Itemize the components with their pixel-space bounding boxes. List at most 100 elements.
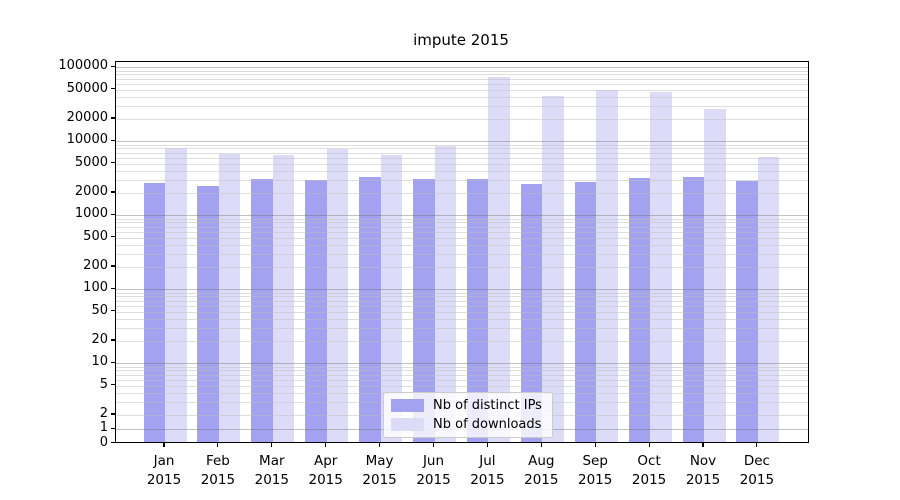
bar-downloads-mar	[272, 154, 295, 442]
x-tick-label: Feb 2015	[183, 452, 253, 489]
bar-ips-dec	[736, 180, 758, 442]
x-tick-label-month: Mar	[259, 453, 285, 469]
x-tick-mark	[217, 442, 219, 447]
y-tick-label: 0	[99, 434, 108, 450]
bar-ips-jan	[143, 183, 165, 442]
x-tick-label-month: Jul	[479, 453, 496, 469]
legend-row-downloads: Nb of downloads	[391, 417, 542, 432]
x-tick-label-month: Dec	[743, 453, 770, 469]
x-tick-label-year: 2015	[308, 471, 343, 488]
x-tick-label: Dec 2015	[722, 452, 792, 489]
x-tick-label-month: Aug	[528, 453, 555, 469]
y-tick-mark	[110, 191, 115, 193]
y-tick-label: 2	[99, 406, 108, 421]
bar-ips-nov	[682, 176, 704, 442]
bar-ips-jul	[466, 179, 489, 442]
y-tick-mark	[110, 413, 115, 415]
y-tick-mark	[110, 213, 115, 215]
y-tick-mark	[110, 427, 115, 429]
bar-ips-oct	[628, 177, 651, 442]
x-tick-mark	[702, 442, 704, 447]
y-tick-label: 100000	[58, 58, 108, 74]
x-tick-mark	[271, 442, 273, 447]
bar-ips-jun	[413, 178, 435, 442]
x-tick-label-month: Nov	[689, 453, 717, 469]
x-tick-label: Nov 2015	[668, 452, 738, 489]
bar-downloads-sep	[596, 90, 618, 442]
x-tick-label: Aug 2015	[506, 452, 576, 489]
x-tick-label-year: 2015	[362, 471, 397, 488]
x-tick-label-year: 2015	[631, 471, 667, 488]
x-tick-label-month: Oct	[637, 453, 661, 469]
y-tick-mark	[110, 117, 115, 119]
x-tick-label-month: Jun	[422, 453, 445, 469]
x-tick-label-year: 2015	[524, 471, 559, 488]
bar-ips-feb	[197, 185, 219, 442]
bar-ips-may	[359, 177, 381, 442]
y-tick-mark	[110, 139, 115, 141]
y-tick-label: 1	[99, 420, 108, 436]
y-tick-label: 10000	[66, 132, 108, 148]
y-tick-label: 500	[83, 228, 108, 244]
legend: Nb of distinct IPs Nb of downloads	[383, 392, 553, 438]
x-tick-label: Jul 2015	[452, 452, 522, 489]
y-tick-mark	[110, 361, 115, 363]
x-tick-mark	[325, 442, 327, 447]
x-tick-label-year: 2015	[254, 471, 289, 488]
bar-downloads-apr	[326, 149, 349, 442]
y-tick-mark	[110, 265, 115, 267]
y-tick-mark	[110, 339, 115, 341]
bar-downloads-jan	[165, 148, 187, 442]
x-tick-label: Mar 2015	[237, 452, 307, 489]
x-tick-mark	[379, 442, 381, 447]
y-tick-label: 5	[99, 376, 108, 392]
x-tick-label-year: 2015	[146, 471, 182, 488]
y-tick-mark	[110, 309, 115, 312]
x-tick-label: Oct 2015	[614, 452, 684, 489]
y-tick-label: 1000	[74, 206, 108, 222]
bar-downloads-jul	[488, 76, 510, 442]
x-tick-label: Jan 2015	[129, 452, 199, 489]
x-tick-label-year: 2015	[578, 471, 613, 488]
y-tick-label: 50000	[66, 80, 108, 96]
bar-ips-mar	[251, 179, 273, 442]
legend-swatch-downloads	[391, 418, 424, 431]
bar-ips-aug	[520, 184, 543, 442]
y-tick-mark	[110, 441, 115, 444]
x-tick-mark	[486, 442, 488, 447]
x-tick-label-month: Jan	[153, 453, 175, 469]
x-tick-label: Sep 2015	[560, 452, 630, 489]
y-tick-mark	[110, 383, 115, 386]
x-tick-label-month: May	[365, 453, 394, 469]
y-tick-label: 100	[83, 280, 108, 296]
y-tick-label: 5000	[74, 154, 108, 170]
bar-downloads-aug	[542, 96, 564, 442]
bar-ips-apr	[305, 179, 327, 442]
x-tick-label-month: Feb	[205, 453, 230, 469]
chart-title: impute 2015	[413, 31, 509, 49]
bar-downloads-may	[380, 154, 403, 442]
bar-downloads-nov	[704, 108, 726, 442]
bar-ips-sep	[574, 182, 597, 442]
x-tick-label-month: Apr	[314, 453, 338, 469]
bar-downloads-dec	[757, 157, 780, 442]
x-tick-mark	[594, 442, 596, 447]
bar-downloads-feb	[218, 154, 241, 442]
legend-swatch-distinct-ips	[391, 399, 424, 412]
legend-row-distinct-ips: Nb of distinct IPs	[391, 398, 542, 413]
x-tick-label-month: Sep	[582, 453, 608, 469]
y-tick-label: 2000	[74, 184, 108, 199]
bar-downloads-oct	[650, 91, 672, 442]
legend-label-downloads: Nb of downloads	[433, 417, 542, 432]
x-tick-mark	[432, 442, 435, 447]
y-tick-label: 200	[83, 258, 108, 273]
x-tick-label-year: 2015	[685, 471, 721, 488]
y-tick-label: 50	[91, 302, 108, 318]
y-tick-mark	[110, 87, 115, 90]
x-tick-mark	[163, 442, 165, 447]
x-tick-label-year: 2015	[470, 471, 505, 488]
x-tick-label: May 2015	[345, 452, 415, 489]
x-tick-label-year: 2015	[739, 471, 775, 488]
x-tick-label-year: 2015	[200, 471, 236, 488]
